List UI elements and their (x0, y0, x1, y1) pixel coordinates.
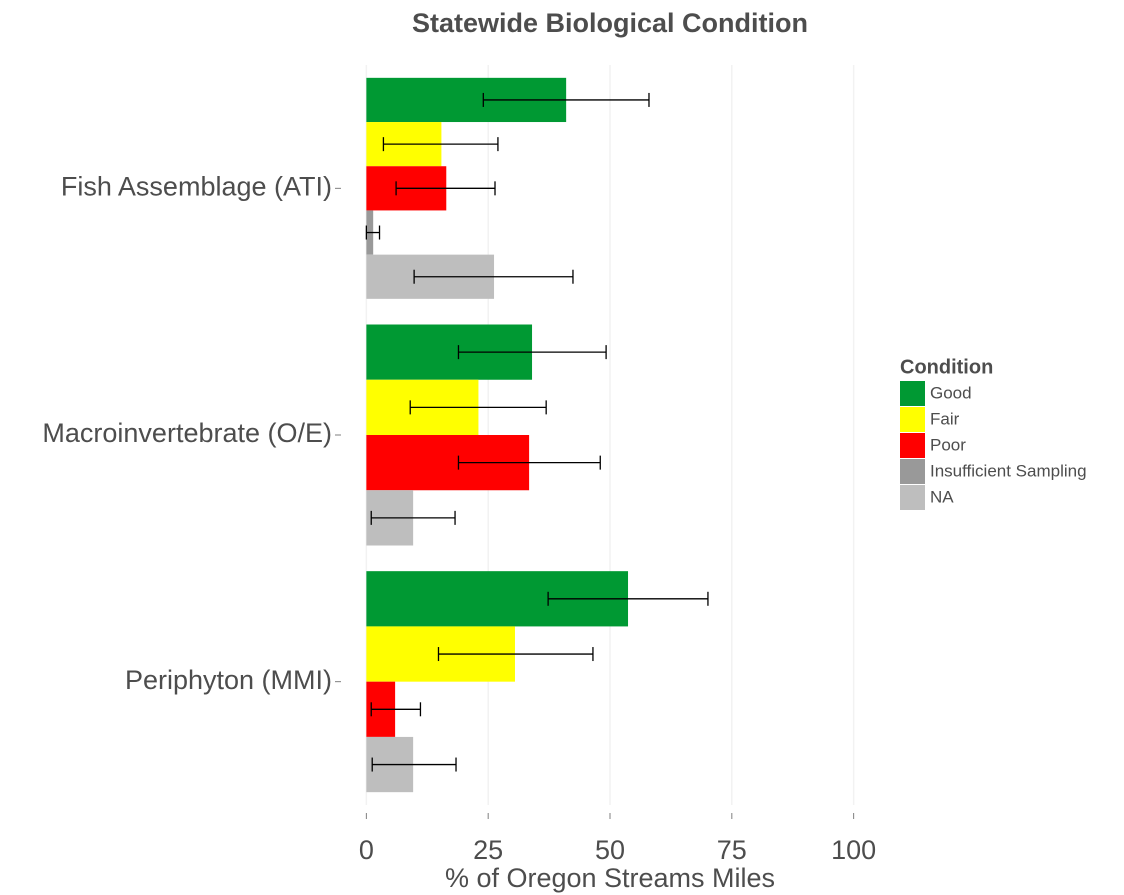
legend-swatch (900, 381, 925, 406)
chart-title: Statewide Biological Condition (412, 8, 808, 38)
legend-swatch (900, 407, 925, 432)
legend-label: Fair (930, 409, 960, 428)
legend-label: Insufficient Sampling (930, 461, 1087, 480)
legend-label: NA (930, 487, 954, 506)
y-tick-label: Fish Assemblage (ATI) (61, 171, 332, 201)
legend-label: Poor (930, 435, 966, 454)
x-tick-label: 50 (595, 835, 625, 865)
x-tick-label: 100 (831, 835, 876, 865)
x-tick-label: 75 (717, 835, 747, 865)
y-tick-label: Macroinvertebrate (O/E) (42, 418, 332, 448)
legend-swatch (900, 433, 925, 458)
x-tick-label: 25 (473, 835, 503, 865)
x-tick-label: 0 (359, 835, 374, 865)
legend-label: Good (930, 383, 972, 402)
legend-swatch (900, 485, 925, 510)
legend-title: Condition (900, 356, 993, 378)
y-tick-label: Periphyton (MMI) (125, 665, 332, 695)
x-axis-label: % of Oregon Streams Miles (445, 863, 775, 893)
legend-swatch (900, 459, 925, 484)
